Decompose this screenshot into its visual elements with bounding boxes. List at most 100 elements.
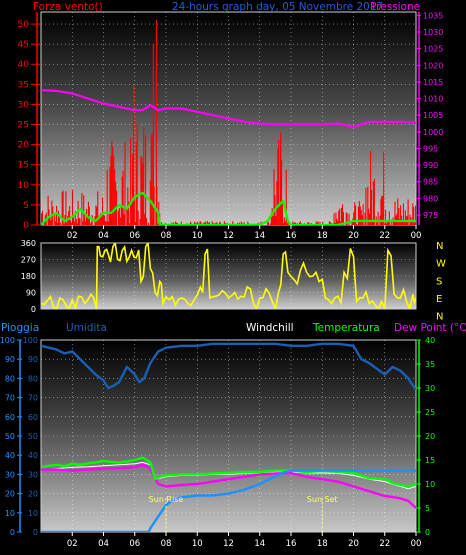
wind-bar: [281, 159, 283, 225]
temperature-tick-label: 40: [425, 336, 435, 345]
wind-bar: [131, 153, 134, 225]
wind-bar: [411, 222, 413, 225]
wind-bar: [285, 169, 287, 225]
wind-bar: [81, 193, 83, 225]
wind-bar: [284, 221, 286, 225]
wind-bar: [72, 215, 74, 225]
pressure-tick-label: 1030: [423, 28, 443, 37]
bottom-x-tick-label: 02: [67, 539, 78, 549]
wind-bar: [54, 213, 56, 225]
wind-bar: [360, 209, 362, 225]
wind-bar: [131, 199, 133, 225]
pressure-tick-label: 990: [423, 161, 438, 170]
wind-bar: [123, 214, 125, 225]
wind-bar: [308, 222, 310, 225]
wind-bar: [49, 216, 51, 225]
wind-bar: [247, 221, 249, 225]
wind-bar: [140, 155, 142, 225]
wind-bar: [106, 170, 108, 225]
direction-tick-label: 90: [26, 289, 36, 298]
wind-bar: [205, 221, 207, 225]
sunrise-label: Sun Rise: [149, 495, 184, 504]
top-x-tick-label: 06: [129, 231, 140, 241]
wind-bar: [351, 221, 353, 225]
direction-lines: [41, 243, 416, 309]
humidity-tick-label: 0: [33, 528, 38, 537]
humidity-legend: Umidita: [66, 322, 107, 334]
bottom-x-tick-label: 14: [254, 539, 265, 549]
wind-bar: [102, 214, 104, 225]
wind-bar: [173, 222, 175, 225]
wind-bar: [147, 222, 149, 225]
wind-peak-bar: [152, 44, 154, 225]
rain-tick-label: 100: [0, 336, 15, 345]
wind-bar: [135, 141, 137, 225]
rain-axis-label: Pioggia: [1, 322, 39, 334]
wind-bar: [376, 222, 378, 225]
humidity-tick-label: 60: [28, 413, 38, 422]
pressure-tick-label: 1025: [423, 45, 443, 54]
wind-bar: [328, 221, 330, 225]
wind-bar: [97, 191, 99, 225]
wind-bar: [74, 211, 76, 225]
wind-bar: [151, 133, 153, 225]
wind-bar: [353, 212, 355, 225]
wind-bar: [107, 221, 109, 225]
wind-bar: [355, 205, 357, 225]
bottom-x-tick-label: 12: [223, 539, 234, 549]
wind-bar: [382, 196, 384, 225]
direction-letter: E: [436, 294, 442, 305]
direction-letter: N: [436, 241, 443, 252]
rain-line: [41, 469, 416, 532]
bottom-x-tick-label: 10: [192, 539, 203, 549]
direction-tick-label: 0: [31, 305, 36, 314]
wind-bar: [404, 210, 406, 225]
wind-bar: [354, 202, 356, 225]
direction-letter: N: [436, 312, 443, 323]
wind-bar: [269, 223, 271, 225]
wind-bar: [286, 223, 288, 225]
wind-bar: [273, 168, 275, 225]
wind-bar: [238, 222, 240, 225]
wind-tick-label: 10: [18, 181, 30, 191]
wind-bar: [387, 221, 389, 225]
pressure-axis-label: Pressione: [370, 1, 420, 13]
wind-bar: [358, 201, 360, 225]
wind-bar: [298, 222, 300, 225]
wind-tick-label: 25: [18, 121, 29, 131]
wind-bar: [371, 189, 373, 225]
humidity-tick-label: 80: [28, 374, 38, 383]
temperature-tick-label: 15: [425, 456, 435, 465]
temperature-tick-label: 10: [425, 480, 435, 489]
wind-bar: [89, 223, 91, 225]
wind-bar: [134, 221, 136, 225]
wind-bar: [219, 221, 221, 225]
wind-bar: [333, 213, 335, 225]
wind-bar: [407, 199, 409, 225]
wind-bar: [342, 212, 344, 225]
rain-tick-label: 30: [5, 470, 15, 479]
pressure-tick-label: 1020: [423, 61, 443, 70]
wind-bar: [373, 178, 375, 225]
wind-bar: [279, 205, 281, 225]
wind-bar: [271, 208, 273, 225]
wind-bar: [370, 151, 372, 225]
wind-bar: [385, 209, 387, 225]
rain-tick-label: 50: [5, 432, 15, 441]
bottom-lines: [41, 342, 416, 532]
humidity-tick-label: 40: [28, 451, 38, 460]
wind-bar: [145, 135, 147, 225]
wind-direction-line: [41, 243, 416, 309]
wind-bar: [281, 202, 284, 225]
humidity-tick-label: 10: [28, 509, 38, 518]
pressure-line: [41, 89, 416, 128]
temperature-tick-label: 30: [425, 384, 435, 393]
wind-bar: [117, 210, 119, 225]
wind-bar: [412, 203, 414, 225]
wind-bar: [292, 221, 294, 225]
wind-bar: [371, 221, 374, 225]
wind-bar: [336, 218, 338, 225]
pressure-tick-label: 1010: [423, 95, 443, 104]
wind-bar: [104, 220, 106, 225]
wind-bar: [345, 212, 347, 225]
